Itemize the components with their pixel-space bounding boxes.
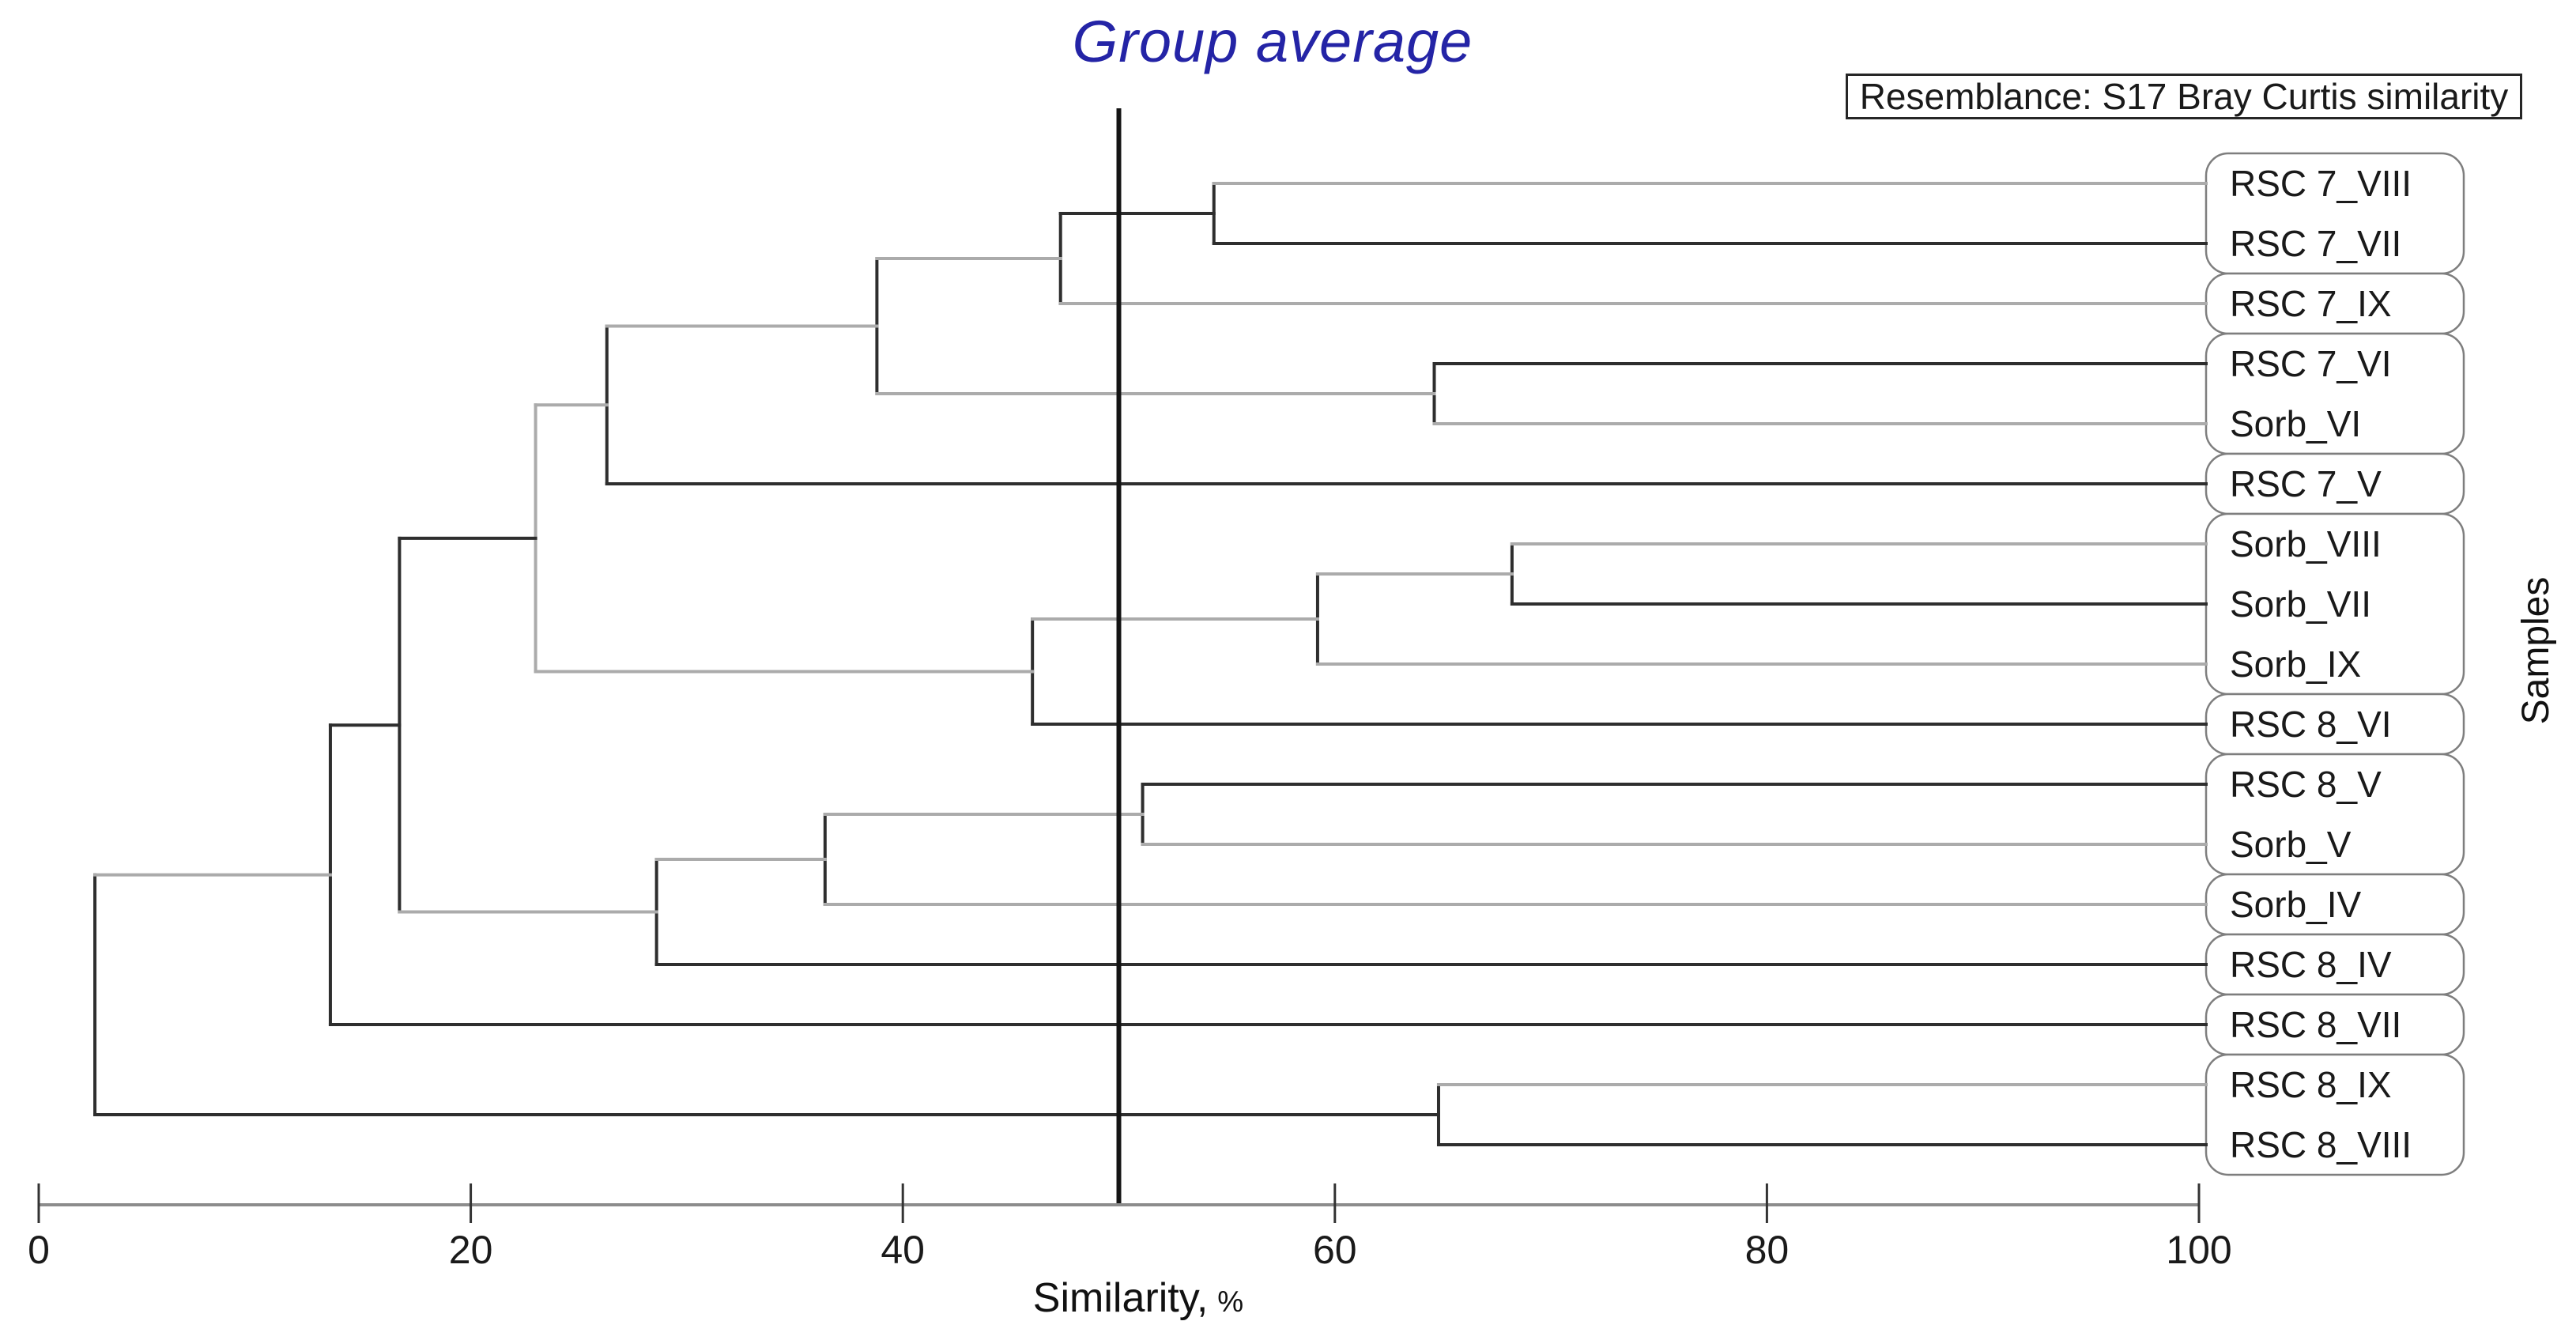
x-axis-tick-label: 100 (2166, 1228, 2231, 1272)
sample-label: RSC 8_VI (2230, 704, 2392, 745)
sample-label: RSC 7_VII (2230, 223, 2401, 264)
x-axis-title-unit: % (1217, 1285, 1244, 1318)
sample-label: RSC 7_VI (2230, 343, 2392, 384)
sample-label: Sorb_VIII (2230, 523, 2382, 564)
x-axis-tick-label: 20 (449, 1228, 493, 1272)
sample-label: Sorb_V (2230, 824, 2352, 865)
resemblance-caption-box: Resemblance: S17 Bray Curtis similarity (1846, 74, 2522, 119)
sample-label: RSC 8_VIII (2230, 1124, 2412, 1165)
sample-label: Sorb_VI (2230, 403, 2361, 444)
sample-label: RSC 7_IX (2230, 283, 2392, 324)
x-axis-tick-label: 60 (1313, 1228, 1357, 1272)
sample-label: RSC 8_V (2230, 764, 2382, 805)
x-axis-title-text: Similarity, (1032, 1275, 1209, 1321)
sample-label: Sorb_VII (2230, 583, 2371, 625)
x-axis-tick-label: 80 (1745, 1228, 1790, 1272)
chart-title: Group average (1072, 9, 1473, 74)
sample-label: Sorb_IV (2230, 884, 2362, 925)
resemblance-caption-text: Resemblance: S17 Bray Curtis similarity (1859, 76, 2509, 117)
sample-label: RSC 8_IV (2230, 944, 2392, 985)
y-axis-title: Samples (2515, 576, 2557, 725)
sample-label: RSC 8_VII (2230, 1004, 2401, 1045)
sample-label: RSC 7_V (2230, 463, 2382, 504)
group-outline-box (2204, 1053, 2465, 1176)
sample-label: Sorb_IX (2230, 644, 2361, 685)
x-axis-tick-label: 0 (28, 1228, 50, 1272)
x-axis-title: Similarity,% (972, 1274, 1304, 1322)
sample-label: RSC 8_IX (2230, 1064, 2392, 1105)
sample-label: RSC 7_VIII (2230, 163, 2412, 204)
x-axis-tick-label: 40 (881, 1228, 925, 1272)
